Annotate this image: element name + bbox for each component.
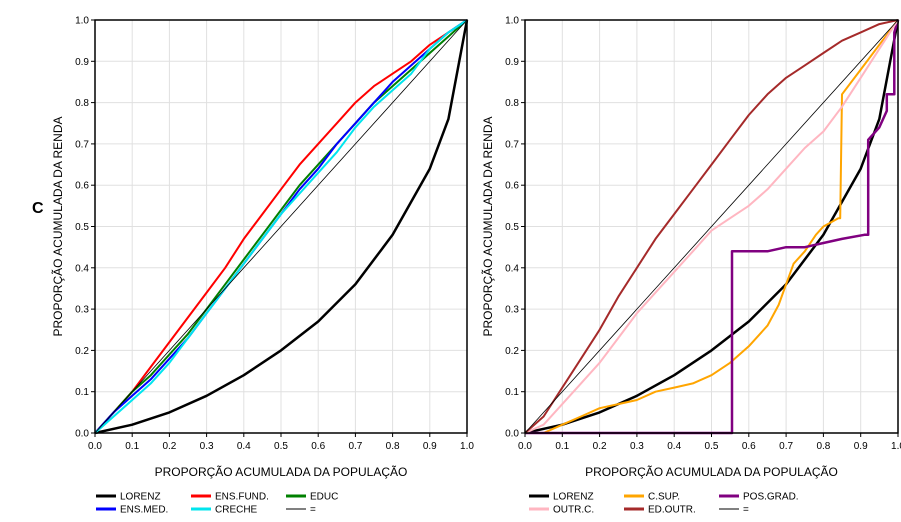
legend-label: ENS.FUND. xyxy=(215,492,269,503)
y-tick-label: 0.0 xyxy=(505,429,519,440)
chart-2: 0.0 0.1 0.2 0.3 0.4 0.5 0.6 0.7 0.8 0.9 1.0 0.0 0.1 0… xyxy=(481,16,901,516)
x-tick-label: 1.0 xyxy=(891,441,901,452)
y-tick-label: 0.4 xyxy=(505,263,519,274)
legend-item: OUTR.C. xyxy=(529,505,594,516)
series-line-ens-fund xyxy=(94,19,468,434)
x-tick-label: 0.8 xyxy=(816,441,830,452)
y-tick-label: 0.5 xyxy=(505,222,519,233)
legend-label: OUTR.C. xyxy=(553,505,594,516)
legend-label: ED.OUTR. xyxy=(648,505,696,516)
y-axis-title: PROPORÇÃO ACUMULADA DA RENDA xyxy=(51,116,65,336)
y-tick-label: 0.0 xyxy=(75,429,89,440)
x-axis-title: PROPORÇÃO ACUMULADA DA POPULAÇÃO xyxy=(155,465,408,479)
legend-label: EDUC xyxy=(310,492,338,503)
series-line-educ xyxy=(94,19,468,434)
legend-label: POS.GRAD. xyxy=(743,492,799,503)
y-tick-label: 0.2 xyxy=(505,346,519,357)
legend-label: C.SUP. xyxy=(648,492,680,503)
x-tick-label: 0.1 xyxy=(125,441,139,452)
y-tick-label: 0.9 xyxy=(505,57,519,68)
y-tick-label: 0.2 xyxy=(75,346,89,357)
y-tick-label: 1.0 xyxy=(505,16,519,27)
series-line-lorenz xyxy=(94,19,469,435)
series-line-outr-c xyxy=(524,19,899,434)
y-tick-label: 0.5 xyxy=(75,222,89,233)
series-line-equality xyxy=(524,19,899,434)
series-line-c-sup xyxy=(525,19,899,434)
legend-item: CRECHE xyxy=(191,505,258,516)
x-tick-label: 0.5 xyxy=(274,441,288,452)
series-line-ed-outr xyxy=(524,19,899,434)
legend-label: = xyxy=(310,505,316,516)
legend-item: ENS.MED. xyxy=(96,505,168,516)
x-tick-label: 0.7 xyxy=(779,441,793,452)
chart-1: 0.0 0.1 0.2 0.3 0.4 0.5 0.6 0.7 0.8 0.9 1.0 0.0 0.1 0… xyxy=(51,16,474,516)
x-tick-label: 0.3 xyxy=(630,441,644,452)
legend-item: LORENZ xyxy=(96,492,161,503)
y-tick-label: 0.9 xyxy=(75,57,89,68)
series-line-pos-grad xyxy=(525,19,900,435)
x-tick-label: 0.0 xyxy=(518,441,532,452)
series-line-lorenz xyxy=(524,19,900,435)
y-tick-label: 0.1 xyxy=(505,387,519,398)
y-tick-label: 0.7 xyxy=(505,139,519,150)
x-tick-label: 0.5 xyxy=(705,441,719,452)
x-axis-title: PROPORÇÃO ACUMULADA DA POPULAÇÃO xyxy=(585,465,838,479)
y-tick-label: 0.3 xyxy=(505,305,519,316)
x-tick-label: 0.9 xyxy=(854,441,868,452)
panel-label: C xyxy=(32,200,44,217)
x-tick-label: 0.2 xyxy=(593,441,607,452)
y-tick-label: 0.8 xyxy=(505,98,519,109)
x-tick-label: 0.1 xyxy=(555,441,569,452)
y-tick-label: 0.7 xyxy=(75,139,89,150)
y-tick-label: 1.0 xyxy=(75,16,89,27)
series-line-equality xyxy=(94,19,468,434)
x-tick-label: 0.4 xyxy=(237,441,251,452)
legend-item: LORENZ xyxy=(529,492,594,503)
y-tick-label: 0.6 xyxy=(75,181,89,192)
x-tick-label: 0.4 xyxy=(667,441,681,452)
y-tick-label: 0.1 xyxy=(75,387,89,398)
x-tick-label: 0.9 xyxy=(423,441,437,452)
y-tick-label: 0.6 xyxy=(505,181,519,192)
y-tick-label: 0.8 xyxy=(75,98,89,109)
legend-label: LORENZ xyxy=(120,492,161,503)
series-line-creche xyxy=(94,19,468,434)
x-tick-label: 0.8 xyxy=(386,441,400,452)
legend-label: CRECHE xyxy=(215,505,258,516)
legend-label: LORENZ xyxy=(553,492,594,503)
legend-item: EDUC xyxy=(286,492,338,503)
legend-item: C.SUP. xyxy=(624,492,680,503)
legend-item: ENS.FUND. xyxy=(191,492,269,503)
legend-item: ED.OUTR. xyxy=(624,505,696,516)
y-axis-title: PROPORÇÃO ACUMULADA DA RENDA xyxy=(481,116,495,336)
legend-item: POS.GRAD. xyxy=(719,492,799,503)
legend-label: ENS.MED. xyxy=(120,505,168,516)
x-tick-label: 0.3 xyxy=(200,441,214,452)
x-tick-label: 0.6 xyxy=(311,441,325,452)
legend-label: = xyxy=(743,505,749,516)
x-tick-label: 0.0 xyxy=(88,441,102,452)
x-tick-label: 0.7 xyxy=(348,441,362,452)
x-tick-label: 1.0 xyxy=(460,441,474,452)
x-tick-label: 0.6 xyxy=(742,441,756,452)
y-tick-label: 0.3 xyxy=(75,305,89,316)
y-tick-label: 0.4 xyxy=(75,263,89,274)
x-tick-label: 0.2 xyxy=(162,441,176,452)
legend-item: = xyxy=(719,505,749,516)
legend-item: = xyxy=(286,505,316,516)
